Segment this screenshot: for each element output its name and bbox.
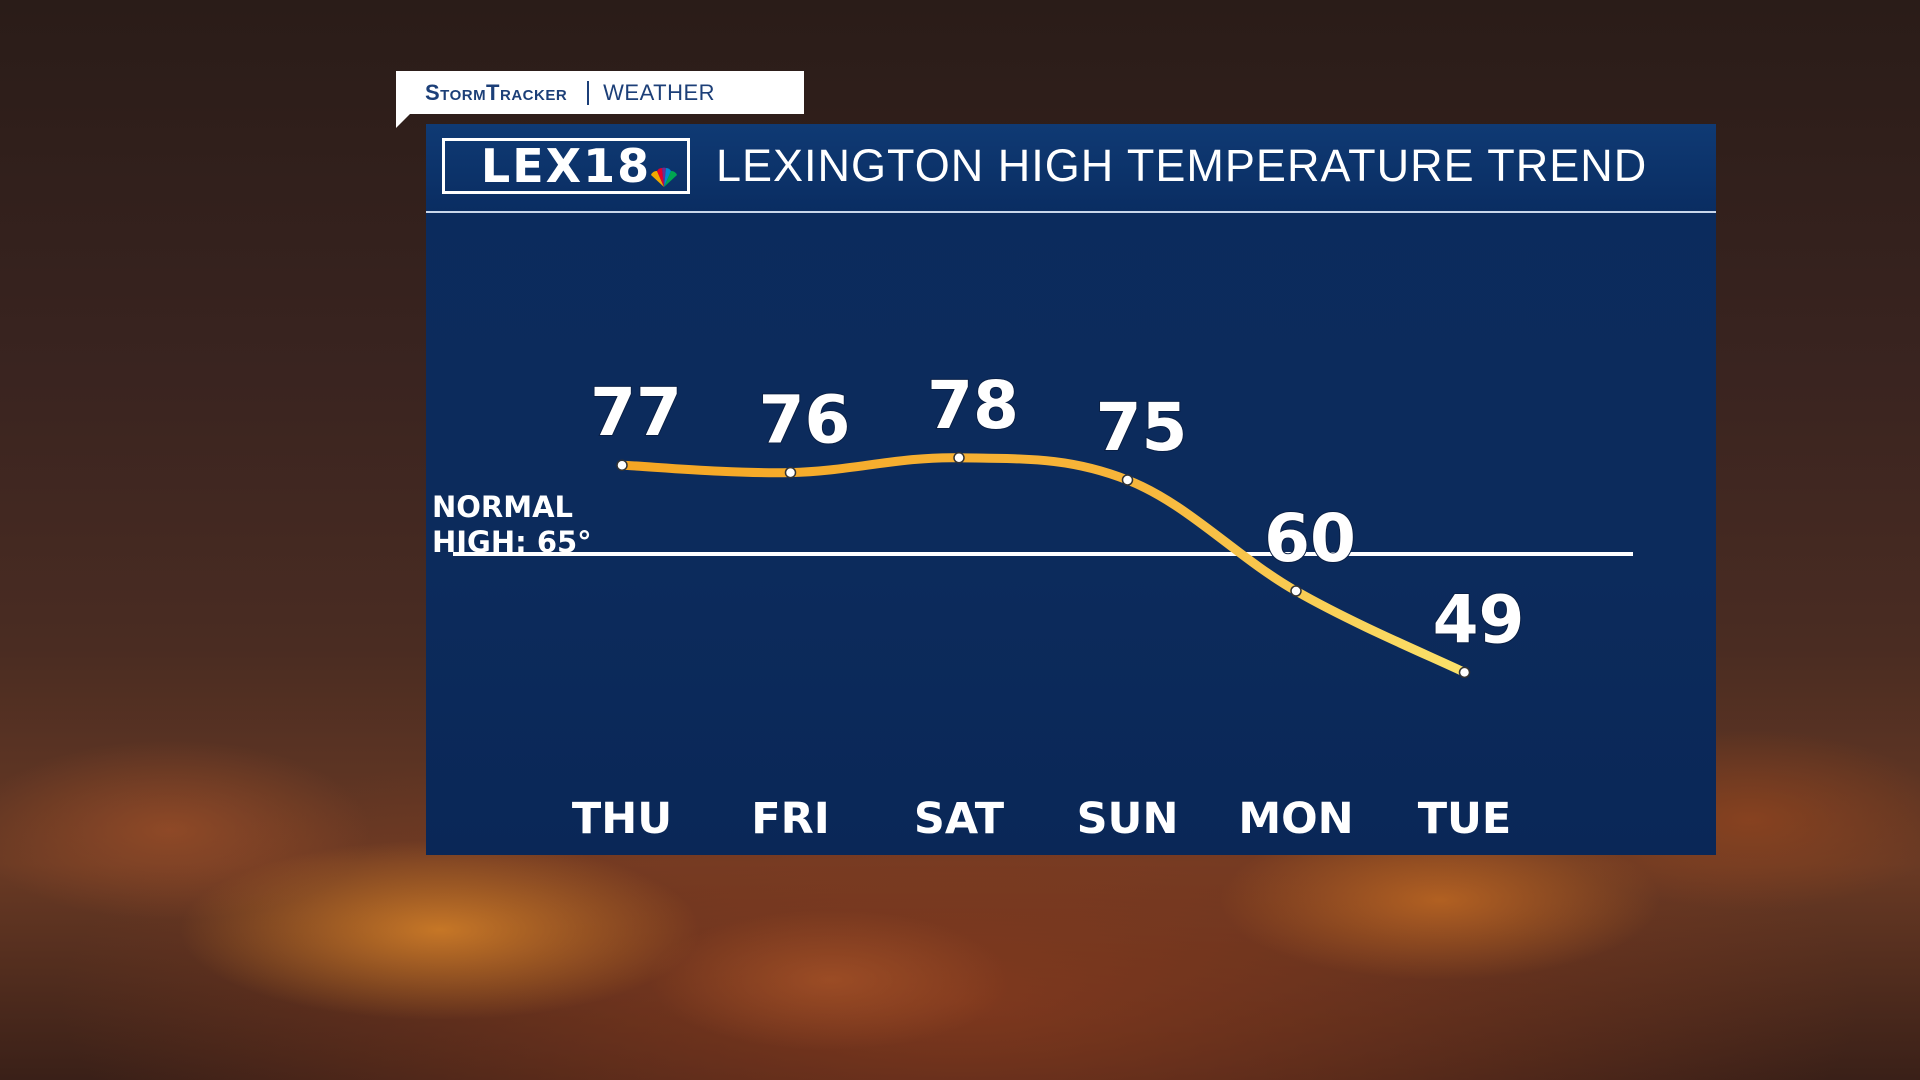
- day-label-thu: THU: [572, 794, 672, 844]
- data-point-sun: [1121, 474, 1134, 486]
- stormtracker-brand: StormTracker: [425, 79, 568, 105]
- trend-chart: NORMAL HIGH: 65° 77 76 78 75 60 49 THU FRI SAT S…: [432, 366, 1633, 844]
- data-point-thu: [616, 459, 628, 471]
- nbc-peacock-icon: [651, 167, 677, 187]
- data-point-sat: [953, 452, 965, 464]
- day-label-sun: SUN: [1077, 794, 1179, 844]
- day-label-fri: FRI: [751, 794, 829, 844]
- weather-label: WEATHER: [603, 79, 716, 105]
- value-label-sat: 78: [927, 367, 1019, 444]
- logo-text: LEX18: [480, 139, 652, 193]
- stormtracker-tag: StormTracker WEATHER: [396, 71, 804, 128]
- chart-header: LEX18 LEXINGTON HIGH TEMPERATURE TREND: [426, 124, 1716, 213]
- value-label-fri: 76: [759, 382, 851, 459]
- day-label-tue: TUE: [1418, 794, 1512, 844]
- trend-line: [617, 453, 1469, 677]
- value-label-sun: 75: [1096, 389, 1188, 466]
- normal-label-line1: NORMAL: [432, 490, 573, 524]
- day-label-mon: MON: [1238, 794, 1353, 844]
- data-point-tue: [1458, 666, 1471, 679]
- chart-panel: LEX18 LEXINGTON HIGH TEMPERATURE TREND: [426, 124, 1716, 855]
- lex18-logo: LEX18: [442, 138, 690, 194]
- value-label-mon: 60: [1264, 500, 1356, 577]
- day-label-sat: SAT: [914, 794, 1005, 844]
- normal-label-line2: HIGH: 65°: [432, 525, 592, 559]
- value-label-thu: 77: [590, 374, 682, 451]
- data-point-mon: [1290, 585, 1302, 597]
- value-label-tue: 49: [1433, 581, 1525, 658]
- data-point-fri: [784, 466, 797, 479]
- tag-divider: [587, 80, 590, 105]
- chart-title: LEXINGTON HIGH TEMPERATURE TREND: [716, 140, 1648, 191]
